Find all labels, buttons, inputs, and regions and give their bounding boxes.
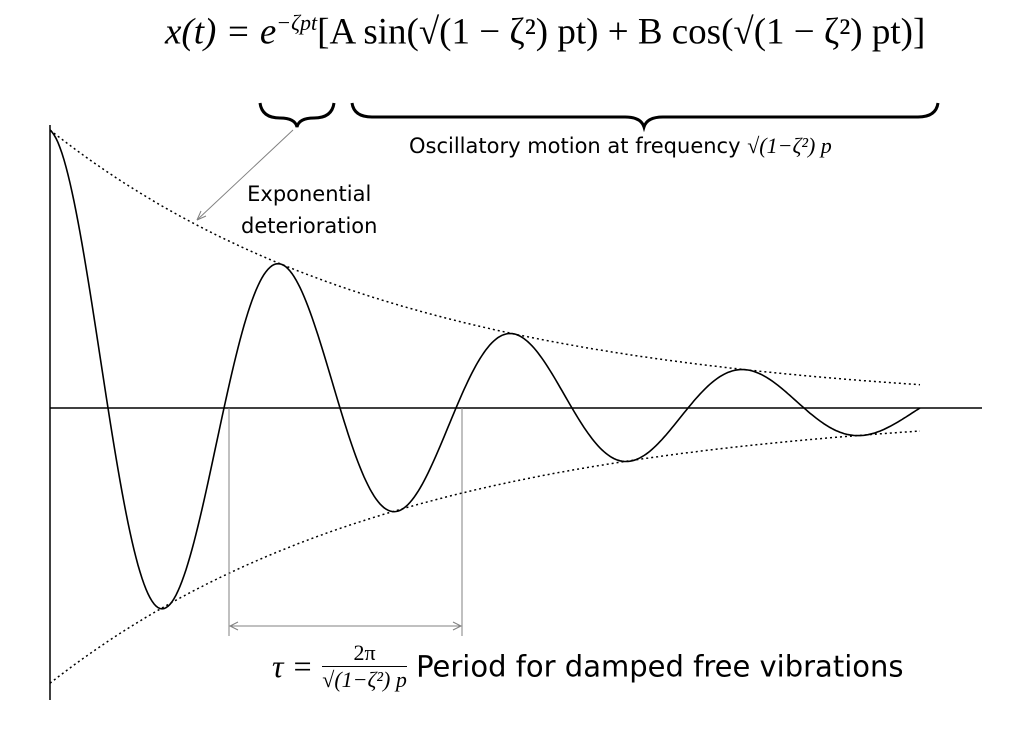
damped-response-curve: [49, 129, 921, 610]
exponential-brace: [258, 102, 336, 128]
exponential-label: Exponential deterioration: [241, 178, 377, 242]
exponential-label-line2: deterioration: [241, 214, 378, 238]
exponential-label-line1: Exponential: [247, 182, 372, 206]
oscillatory-label-text: Oscillatory motion at frequency: [409, 134, 741, 158]
oscillatory-brace: [350, 102, 940, 133]
equation-lhs: x(t) = e: [165, 11, 277, 53]
period-label-text: Period for damped free vibrations: [416, 649, 904, 684]
period-denominator: √(1−ζ²) p: [322, 667, 407, 692]
upper-envelope: [49, 129, 921, 386]
displacement-equation: x(t) = e−ζpt[A sin(√(1 − ζ²) pt) + B cos…: [165, 10, 925, 53]
period-tau: τ =: [272, 648, 314, 684]
oscillatory-label: Oscillatory motion at frequency √(1−ζ²) …: [409, 133, 832, 159]
equation-bracket-body: [A sin(√(1 − ζ²) pt) + B cos(√(1 − ζ²) p…: [317, 11, 926, 53]
oscillatory-frequency-math: √(1−ζ²) p: [747, 133, 832, 158]
exponential-pointer-line: [196, 129, 294, 221]
exponential-pointer-arrowhead: [196, 210, 207, 221]
lower-envelope: [49, 430, 921, 684]
period-numerator: 2π: [322, 640, 407, 667]
period-label: τ = 2π √(1−ζ²) p Period for damped free v…: [272, 640, 903, 693]
period-fraction: 2π √(1−ζ²) p: [322, 640, 407, 693]
period-arrowheads: [228, 621, 463, 631]
equation-exponent: −ζpt: [276, 10, 318, 35]
